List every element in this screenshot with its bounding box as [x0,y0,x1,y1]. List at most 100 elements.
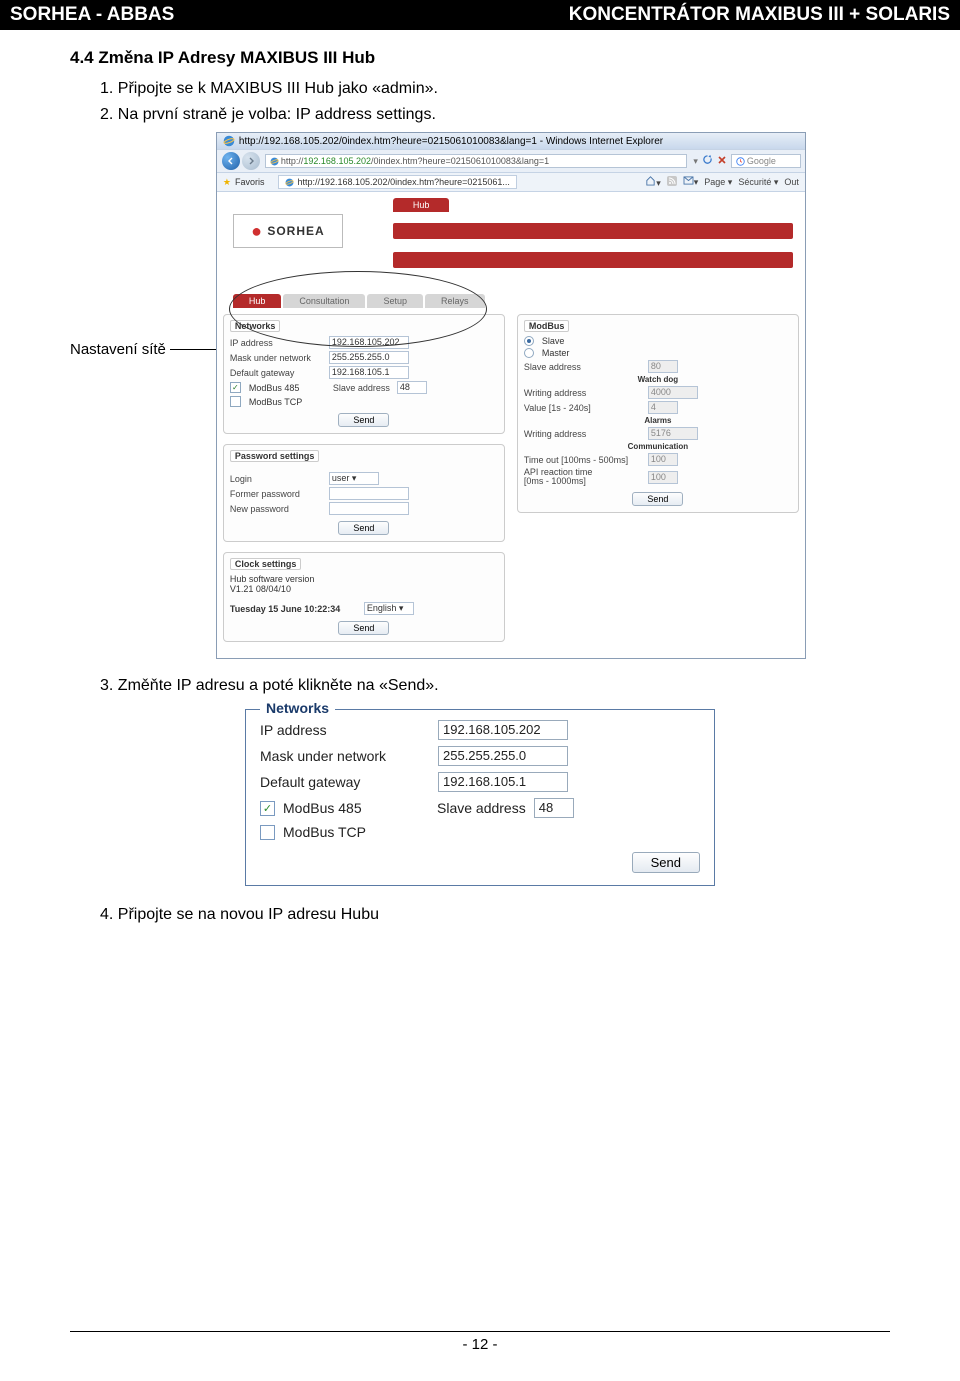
slave-input[interactable]: 48 [397,381,427,394]
clock-date: Tuesday 15 June 10:22:34 [230,604,360,614]
alarms-head: Alarms [524,416,792,425]
nb-mask-label: Mask under network [260,748,430,764]
page-header: SORHEA - ABBAS KONCENTRÁTOR MAXIBUS III … [0,0,960,30]
forward-button[interactable] [242,152,260,170]
comm-head: Communication [524,442,792,451]
nb-mask-input[interactable]: 255.255.255.0 [438,746,568,766]
browser-tab[interactable]: http://192.168.105.202/0index.htm?heure=… [278,175,516,189]
nb-modbus485-checkbox[interactable]: ✓ [260,801,275,816]
modbus485-label: ModBus 485 [249,383,329,393]
nb-gw-label: Default gateway [260,774,430,790]
refresh-button[interactable] [702,152,713,170]
nb-gw-input[interactable]: 192.168.105.1 [438,772,568,792]
slave-radio-label: Slave [542,336,565,346]
tools-menu[interactable]: Out [784,177,799,187]
favorites-label: Favoris [235,177,265,187]
modbus485-checkbox[interactable]: ✓ [230,382,241,393]
nb-ip-input[interactable]: 192.168.105.202 [438,720,568,740]
timeout-label: Time out [100ms - 500ms] [524,455,644,465]
waddr2-input: 5176 [648,427,698,440]
value-input: 4 [648,401,678,414]
mask-label: Mask under network [230,353,325,363]
mail-button[interactable]: ▾ [683,176,699,188]
top-tab-hub[interactable]: Hub [393,198,450,212]
screenshot-1: Nastavení sítě http://192.168.105.202/0i… [70,132,890,659]
side-label: Nastavení sítě [70,341,166,358]
browser-titlebar: http://192.168.105.202/0index.htm?heure=… [217,133,805,149]
api-input: 100 [648,471,678,484]
search-box[interactable]: Google [731,154,801,168]
nb-modbustcp-label: ModBus TCP [283,824,366,840]
modbus-panel: ModBus Slave Master Slave address80 Watc… [517,314,799,513]
api-label: API reaction time [0ms - 1000ms] [524,468,644,486]
feeds-button[interactable] [667,176,677,188]
login-select[interactable]: user ▾ [329,472,379,485]
step-3: 3. Změňte IP adresu a poté klikněte na «… [70,677,890,695]
nb-send-button[interactable]: Send [632,852,700,873]
home-button[interactable]: ▾ [645,175,661,189]
login-label: Login [230,474,325,484]
refresh-icon [702,154,713,165]
step-4: 4. Připojte se na novou IP adresu Hubu [70,906,890,924]
section-title: 4.4 Změna IP Adresy MAXIBUS III Hub [70,48,890,68]
ip-input[interactable]: 192.168.105.202 [329,336,409,349]
subtab-setup[interactable]: Setup [367,294,423,308]
gw-input[interactable]: 192.168.105.1 [329,366,409,379]
nb-slave-input[interactable]: 48 [534,798,574,818]
red-bar-2 [393,252,793,268]
subtab-hub[interactable]: Hub [233,294,282,308]
home-icon [645,175,656,186]
subtab-consultation[interactable]: Consultation [283,294,365,308]
dropdown-icon[interactable]: ▾ [693,156,698,167]
new-pw-input[interactable] [329,502,409,515]
waddr-label: Writing address [524,388,644,398]
former-pw-input[interactable] [329,487,409,500]
browser-toolbar-right: ▾ ▾ Page ▾ Sécurité ▾ Out [645,175,799,189]
gw-label: Default gateway [230,368,325,378]
timeout-input: 100 [648,453,678,466]
tab-text: http://192.168.105.202/0index.htm?heure=… [297,177,509,187]
arrow-right-icon [247,157,255,165]
waddr-input: 4000 [648,386,698,399]
security-menu[interactable]: Sécurité ▾ [738,177,778,188]
slave-label: Slave address [333,383,393,393]
page-footer: - 12 - [70,1331,890,1353]
page-menu[interactable]: Page ▾ [704,177,732,188]
top-tab-row: Hub [393,198,799,212]
master-radio-label: Master [542,348,570,358]
modbustcp-checkbox[interactable] [230,396,241,407]
password-legend: Password settings [230,450,320,462]
lang-select[interactable]: English ▾ [364,602,414,615]
password-send-button[interactable]: Send [338,521,389,535]
networks-zoom-panel: Networks IP address192.168.105.202 Mask … [245,709,715,886]
mail-icon [683,176,694,185]
subtab-relays[interactable]: Relays [425,294,485,308]
networks-legend: Networks [230,320,281,332]
header-left: SORHEA - ABBAS [10,4,174,26]
ie-icon [285,178,294,187]
stop-button[interactable] [717,152,727,170]
nb-modbus485-label: ModBus 485 [283,800,429,816]
favorites-star-icon[interactable]: ★ [223,177,231,188]
search-placeholder: Google [747,156,776,166]
new-pw-label: New password [230,504,325,514]
master-radio[interactable] [524,348,534,358]
modbus-legend: ModBus [524,320,570,332]
url-prefix: http:// [281,156,304,166]
url-rest: /0index.htm?heure=0215061010083&lang=1 [371,156,549,166]
value-label: Value [1s - 240s] [524,403,644,413]
sorhea-logo: ● SORHEA [233,214,343,248]
networks-send-button[interactable]: Send [338,413,389,427]
red-bar-1 [393,223,793,239]
url-host: 192.168.105.202 [303,156,371,166]
modbus-send-button[interactable]: Send [632,492,683,506]
back-button[interactable] [222,152,240,170]
hub-right-col: ModBus Slave Master Slave address80 Watc… [517,314,799,652]
slave-radio[interactable] [524,336,534,346]
ie-icon [270,157,279,166]
mask-input[interactable]: 255.255.255.0 [329,351,409,364]
address-bar[interactable]: http://192.168.105.202/0index.htm?heure=… [265,154,687,168]
clock-send-button[interactable]: Send [338,621,389,635]
ip-label: IP address [230,338,325,348]
nb-modbustcp-checkbox[interactable] [260,825,275,840]
